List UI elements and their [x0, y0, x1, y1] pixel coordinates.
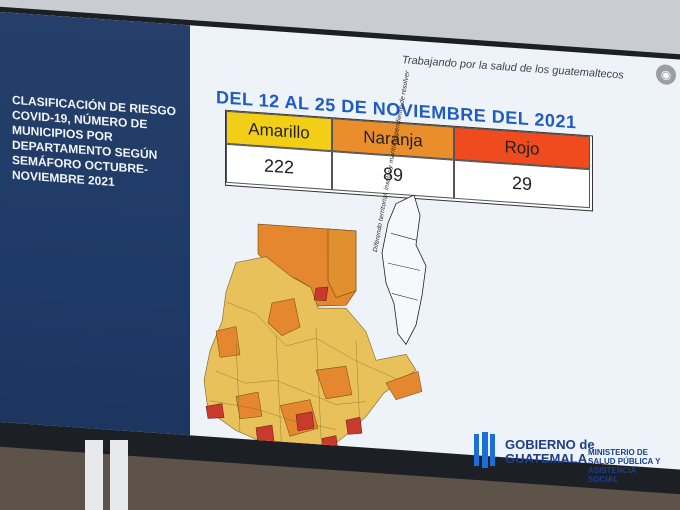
tagline: Trabajando por la salud de los guatemalt… — [402, 54, 624, 82]
belize-outline — [381, 194, 427, 346]
logo-line-1: GOBIERNO de — [505, 437, 595, 452]
region-orange-2 — [215, 326, 241, 358]
region-peten-east — [327, 228, 357, 298]
left-panel: CLASIFICACIÓN DE RIESGO COVID-19, NÚMERO… — [0, 12, 190, 466]
map-svg — [203, 223, 423, 468]
municipal-lines — [209, 301, 397, 459]
region-orange-3 — [315, 365, 353, 400]
region-red-3 — [295, 411, 315, 432]
logo-line-2: GUATEMALA — [505, 451, 588, 466]
ministry-text: MINISTERIO DE SALUD PÚBLICA Y ASISTENCIA… — [588, 448, 661, 484]
value-rojo: 29 — [454, 159, 590, 209]
stand-left-2 — [110, 440, 128, 510]
stand-left — [85, 440, 103, 510]
government-logo-icon — [470, 430, 670, 480]
region-red-6 — [255, 424, 275, 445]
globe-icon[interactable]: ◉ — [656, 63, 676, 86]
region-red-1 — [313, 286, 329, 302]
region-red-5 — [345, 416, 363, 435]
left-title: CLASIFICACIÓN DE RIESGO COVID-19, NÚMERO… — [12, 92, 177, 190]
logo-mark — [474, 432, 495, 468]
guatemala-map — [196, 180, 436, 471]
region-orange-4 — [385, 370, 423, 400]
region-red-2 — [205, 403, 225, 419]
region-orange-6 — [235, 391, 263, 420]
presentation-screen: CLASIFICACIÓN DE RIESGO COVID-19, NÚMERO… — [0, 12, 680, 471]
region-orange-1 — [267, 298, 301, 337]
logo-text: GOBIERNO de GUATEMALA — [505, 438, 595, 466]
